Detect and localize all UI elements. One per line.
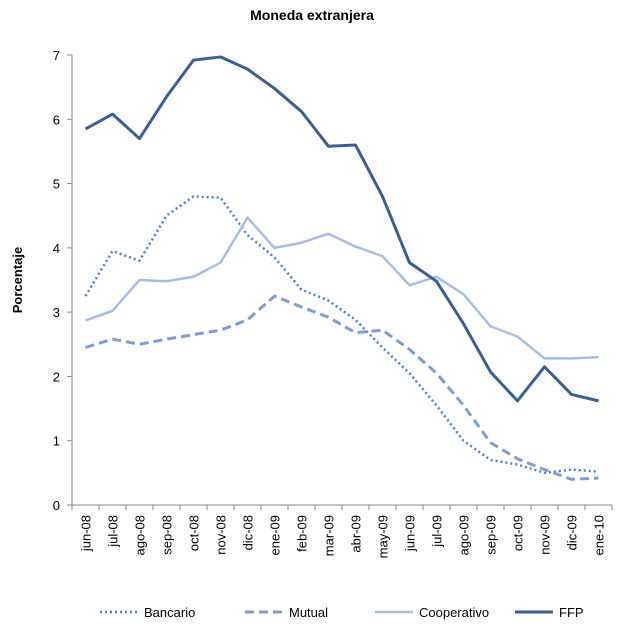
y-tick-label: 4 — [53, 241, 60, 256]
legend-label: Bancario — [144, 605, 195, 620]
chart-title: Moneda extranjera — [250, 7, 374, 23]
x-tick-label: nov-09 — [538, 515, 553, 555]
x-tick-label: jul-08 — [106, 515, 121, 548]
x-tick-label: abr-09 — [349, 515, 364, 553]
x-tick-label: may-09 — [376, 515, 391, 558]
x-tick-label: jun-09 — [403, 515, 418, 552]
y-tick-label: 5 — [53, 177, 60, 192]
x-tick-label: ene-09 — [268, 515, 283, 555]
x-tick-label: oct-08 — [187, 515, 202, 551]
x-tick-label: jun-08 — [79, 515, 94, 552]
x-tick-label: jul-09 — [430, 515, 445, 548]
x-tick-label: feb-09 — [295, 515, 310, 552]
y-axis-title: Porcentaje — [10, 247, 25, 313]
x-tick-label: dic-09 — [565, 515, 580, 550]
x-tick-label: ene-10 — [592, 515, 607, 555]
legend-label: FFP — [559, 605, 584, 620]
series-line — [85, 216, 599, 360]
legend-label: Mutual — [289, 605, 328, 620]
x-tick-label: sep-08 — [160, 515, 175, 555]
y-tick-label: 6 — [53, 112, 60, 127]
series-line — [84, 55, 599, 403]
y-tick-label: 0 — [53, 498, 60, 513]
x-tick-label: dic-08 — [241, 515, 256, 550]
x-tick-label: sep-09 — [484, 515, 499, 555]
y-tick-label: 2 — [53, 369, 60, 384]
series-line — [85, 294, 599, 481]
x-tick-label: oct-09 — [511, 515, 526, 551]
y-tick-label: 3 — [53, 305, 60, 320]
y-tick-label: 7 — [53, 48, 60, 63]
x-tick-label: ago-08 — [133, 515, 148, 555]
legend-label: Cooperativo — [419, 605, 489, 620]
series-line — [84, 195, 599, 475]
x-tick-label: mar-09 — [322, 515, 337, 556]
y-tick-label: 1 — [53, 434, 60, 449]
x-tick-label: ago-09 — [457, 515, 472, 555]
x-tick-label: nov-08 — [214, 515, 229, 555]
